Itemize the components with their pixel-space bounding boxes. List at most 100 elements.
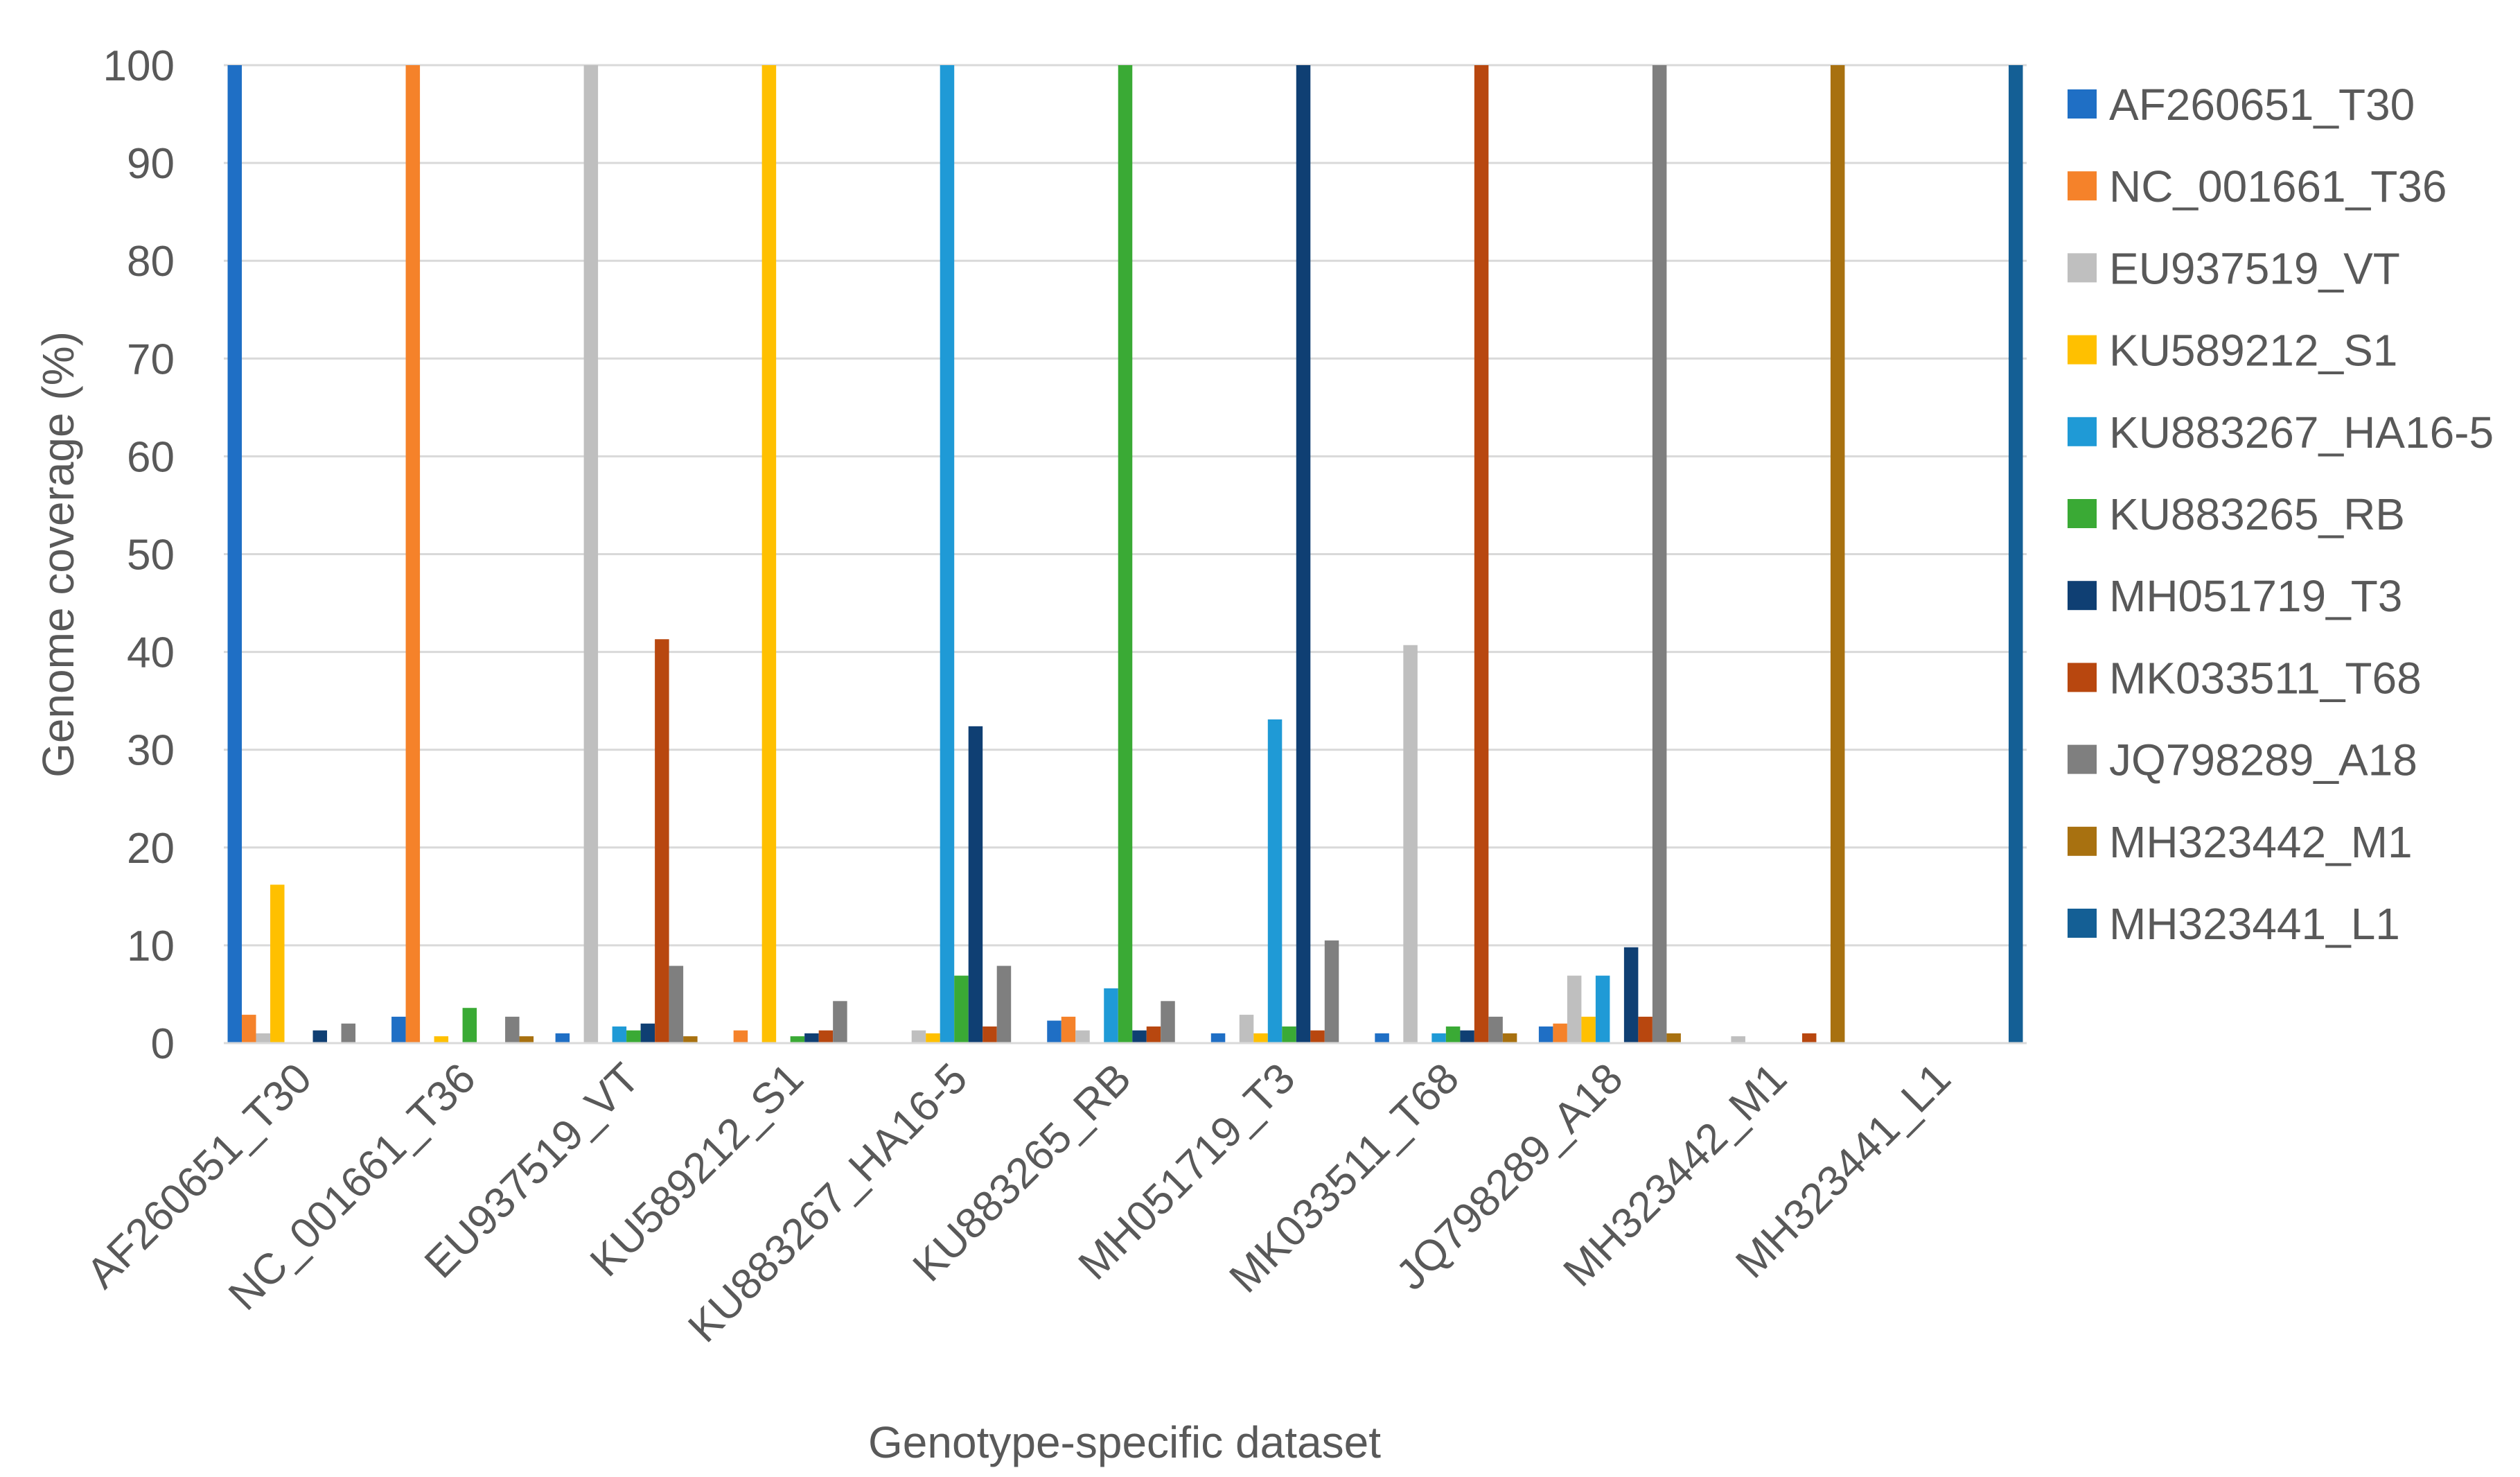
bar — [833, 1001, 847, 1043]
legend-swatch — [2068, 581, 2097, 611]
bar — [242, 1015, 256, 1043]
y-tick-label: 100 — [103, 42, 175, 90]
bar — [954, 975, 969, 1043]
bar — [683, 1036, 698, 1043]
legend-label: JQ798289_A18 — [2109, 735, 2417, 785]
bar — [911, 1030, 926, 1043]
bar — [804, 1033, 819, 1043]
bar — [1731, 1036, 1745, 1043]
bar — [583, 65, 599, 1043]
bar — [761, 65, 777, 1043]
bar — [2008, 65, 2023, 1043]
bar — [612, 1026, 627, 1043]
bar — [312, 1030, 328, 1043]
bar — [1553, 1023, 1567, 1043]
bar — [519, 1036, 534, 1043]
bar — [341, 1023, 356, 1043]
bar — [1595, 975, 1610, 1043]
legend-swatch — [2068, 171, 2097, 201]
bar — [1375, 1033, 1389, 1043]
bar — [655, 639, 669, 1043]
bar — [1581, 1016, 1596, 1043]
bar — [1403, 645, 1418, 1043]
bar — [1502, 1033, 1517, 1043]
x-tick-label: KU883267_HA16-5 — [679, 1054, 976, 1352]
bar — [1047, 1020, 1061, 1043]
bar — [1652, 65, 1667, 1043]
legend-swatch — [2068, 89, 2097, 119]
x-axis-title: Genotype-specific dataset — [868, 1417, 1381, 1467]
bar — [996, 965, 1012, 1043]
y-tick-label: 70 — [127, 335, 175, 383]
bar — [1075, 1030, 1090, 1043]
bar — [462, 1008, 477, 1043]
y-tick-label: 20 — [127, 825, 175, 873]
y-tick-labels: 0 10 20 30 40 50 60 70 80 90 100 — [103, 42, 175, 1068]
bar — [1118, 65, 1133, 1043]
legend-label: MH323441_L1 — [2109, 899, 2400, 949]
bar — [391, 1016, 406, 1043]
bar — [256, 1033, 271, 1043]
legend-label: MH051719_T3 — [2109, 571, 2402, 621]
bar — [818, 1030, 834, 1043]
x-tick-labels: AF260651_T30NC_001661_T36EU937519_VTKU58… — [78, 1054, 1959, 1352]
bar — [270, 884, 285, 1043]
legend-swatch — [2068, 909, 2097, 938]
bar — [1310, 1030, 1325, 1043]
bar — [1061, 1016, 1076, 1043]
legend-label: EU937519_VT — [2109, 243, 2400, 293]
legend-swatch — [2068, 335, 2097, 365]
bar — [940, 65, 955, 1043]
legend-label: AF260651_T30 — [2109, 80, 2415, 130]
bar — [1267, 719, 1283, 1043]
bar — [1474, 65, 1489, 1043]
y-axis-title: Genome coverage (%) — [33, 331, 83, 778]
legend-swatch — [2068, 744, 2097, 774]
y-tick-label: 10 — [127, 923, 175, 970]
bar — [1623, 947, 1639, 1043]
bar — [1253, 1033, 1268, 1043]
bar — [1282, 1026, 1296, 1043]
bar — [790, 1036, 805, 1043]
y-tick-label: 30 — [127, 727, 175, 775]
bar — [505, 1016, 520, 1043]
bar — [926, 1033, 940, 1043]
legend-label: MH323442_M1 — [2109, 817, 2413, 867]
bar — [1296, 65, 1311, 1043]
y-tick-label: 0 — [151, 1020, 175, 1068]
bar — [1488, 1016, 1503, 1043]
y-tick-label: 60 — [127, 433, 175, 481]
bar — [733, 1030, 748, 1043]
bar — [1210, 1033, 1226, 1043]
legend-label: KU589212_S1 — [2109, 326, 2397, 376]
bar — [640, 1023, 655, 1043]
legend-label: KU883265_RB — [2109, 489, 2405, 539]
bar — [1445, 1026, 1461, 1043]
legend: AF260651_T30 NC_001661_T36 EU937519_VT KU58… — [2068, 80, 2494, 949]
bar — [626, 1030, 641, 1043]
legend-swatch — [2068, 417, 2097, 446]
bar — [1146, 1026, 1161, 1043]
legend-label: MK033511_T68 — [2109, 653, 2422, 703]
bar — [555, 1033, 570, 1043]
bar — [1538, 1026, 1553, 1043]
bar — [968, 726, 983, 1043]
legend-swatch — [2068, 826, 2097, 856]
bar — [1104, 988, 1118, 1043]
y-tick-label: 40 — [127, 629, 175, 677]
legend-swatch — [2068, 663, 2097, 692]
bar — [1801, 1033, 1817, 1043]
bar — [1132, 1030, 1147, 1043]
legend-swatch — [2068, 499, 2097, 528]
bar — [1460, 1030, 1474, 1043]
bar — [227, 65, 243, 1043]
bar — [1161, 1001, 1175, 1043]
legend-swatch — [2068, 253, 2097, 283]
bar — [1567, 975, 1582, 1043]
legend-label: NC_001661_T36 — [2109, 161, 2447, 211]
y-tick-label: 50 — [127, 532, 175, 579]
bars — [227, 65, 2023, 1043]
bar — [1239, 1015, 1254, 1043]
